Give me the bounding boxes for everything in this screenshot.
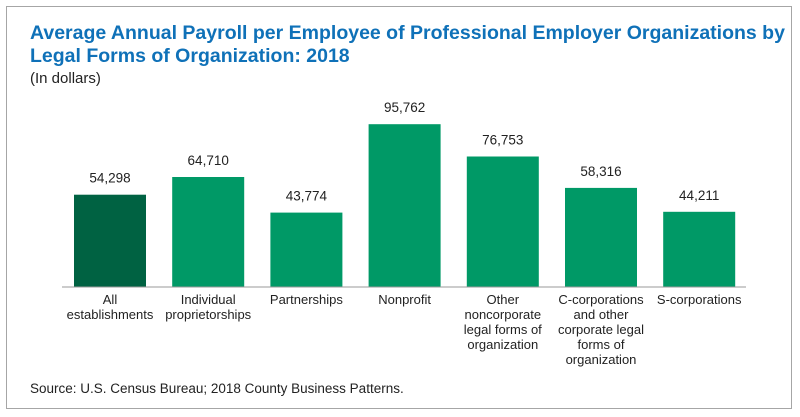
category-label-line: All	[103, 292, 118, 307]
category-label-0: All establishments	[67, 292, 154, 322]
category-label-line: organization	[566, 352, 637, 367]
category-label-line: forms of	[578, 337, 625, 352]
value-label-6: 44,211	[679, 188, 719, 203]
category-label-line: Individual	[181, 292, 236, 307]
category-label-line: S-corporations	[657, 292, 742, 307]
chart-subtitle: (In dollars)	[30, 70, 101, 87]
value-label-1: 64,710	[188, 153, 229, 168]
category-label-6: S-corporations	[657, 292, 742, 307]
category-label-line: corporate legal	[558, 322, 644, 337]
chart-title: Average Annual Payroll per Employee of P…	[30, 22, 785, 67]
value-label-4: 76,753	[482, 133, 523, 148]
value-label-3: 95,762	[384, 100, 425, 115]
category-label-line: Other	[487, 292, 520, 307]
source-note: Source: U.S. Census Bureau; 2018 County …	[30, 381, 404, 396]
bar-6	[663, 211, 736, 287]
bar-1	[172, 177, 245, 287]
value-label-0: 54,298	[89, 171, 130, 186]
category-label-4: Other noncorporate legal forms of organizat…	[464, 292, 542, 352]
value-label-5: 58,316	[580, 164, 621, 179]
category-label-3: Nonprofit	[378, 292, 431, 307]
category-label-line: and other	[574, 307, 630, 322]
value-labels-group: 54,298 64,710 43,774 95,762 76,753 58,316 44,2…	[89, 100, 719, 203]
category-label-line: legal forms of	[464, 322, 542, 337]
category-label-line: Partnerships	[270, 292, 343, 307]
bar-3	[368, 124, 441, 287]
category-label-line: proprietorships	[165, 307, 251, 322]
category-label-1: Individual proprietorships	[165, 292, 251, 322]
category-labels-group: All establishments Individual proprietorshi…	[67, 292, 742, 367]
bars-group	[74, 124, 736, 287]
bar-4	[466, 156, 539, 287]
category-label-2: Partnerships	[270, 292, 343, 307]
bar-2	[270, 212, 343, 287]
category-label-line: noncorporate	[464, 307, 541, 322]
value-label-2: 43,774	[286, 189, 328, 204]
bar-0	[74, 194, 146, 287]
category-label-line: organization	[467, 337, 538, 352]
category-label-line: establishments	[67, 307, 154, 322]
category-label-line: C-corporations	[558, 292, 644, 307]
category-label-line: Nonprofit	[378, 292, 431, 307]
category-label-5: C-corporations and other corporate legal fo…	[558, 292, 644, 367]
bar-5	[565, 187, 637, 287]
